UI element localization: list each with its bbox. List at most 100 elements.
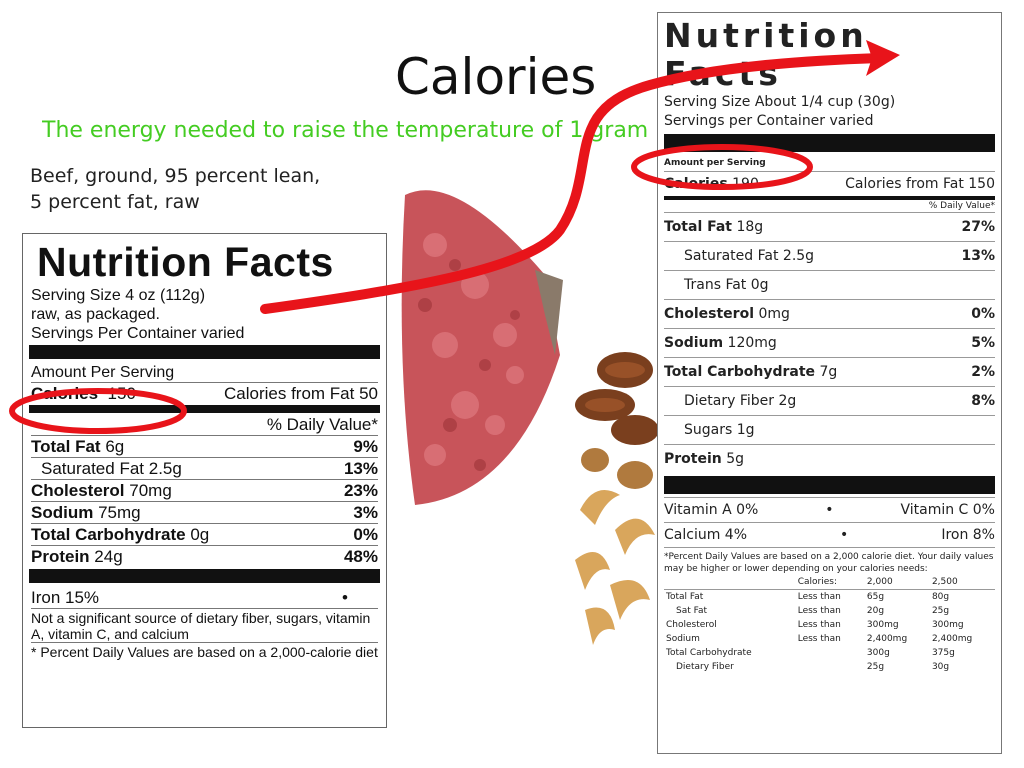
bullet: •	[342, 588, 348, 607]
nutrient-amount: 70mg	[129, 481, 172, 500]
table-row: Dietary Fiber 25g 30g	[664, 660, 995, 674]
nutrient-amount: 18g	[736, 219, 764, 235]
serving-size: Serving Size 4 oz (112g)	[31, 287, 206, 304]
table-header-cell: 2,500	[931, 577, 958, 587]
table-cell: Less than	[797, 606, 841, 616]
table-cell: 2,400mg	[931, 634, 973, 644]
table-cell	[796, 646, 865, 660]
serving-size: Serving Size About 1/4 cup (30g)	[664, 94, 896, 110]
divider-bar	[29, 569, 380, 583]
table-cell: 2,400mg	[866, 634, 908, 644]
amount-per-serving: Amount per Serving	[664, 158, 766, 168]
nutrient-amount: 2g	[778, 393, 797, 409]
food-caption-line2: 5 percent fat, raw	[30, 191, 200, 213]
table-cell: Less than	[797, 592, 841, 602]
table-cell: Sodium	[666, 634, 700, 644]
nutrient-amount: 2.5g	[148, 459, 182, 478]
nutrient-amount: 2.5g	[782, 248, 815, 264]
table-cell: Total Fat	[666, 592, 704, 602]
bullet: •	[825, 502, 834, 518]
table-cell: 25g	[931, 606, 950, 616]
calcium: Calcium 4%	[664, 527, 748, 543]
nutrient-dv: 8%	[971, 393, 995, 409]
table-cell: 30g	[931, 662, 950, 672]
nutrient-label: Total Carbohydrate	[664, 364, 816, 380]
nutrient-dv: 13%	[343, 459, 378, 478]
nutrient-label: Cholesterol	[31, 481, 125, 500]
nutrient-label: Cholesterol	[664, 306, 754, 322]
nutrient-label: Sugars	[684, 422, 733, 438]
divider-bar	[664, 476, 995, 494]
divider-bar	[29, 405, 380, 413]
footnote-daily-values: *Percent Daily Values are based on a 2,0…	[664, 547, 995, 575]
table-row: Total Fat Less than 65g 80g	[664, 590, 995, 605]
nutrient-label: Dietary Fiber	[684, 393, 775, 409]
nutrient-label: Saturated Fat	[41, 459, 145, 478]
table-cell: Less than	[797, 620, 841, 630]
vitamin-a: Vitamin A 0%	[664, 502, 759, 518]
nutrient-amount: 6g	[105, 437, 125, 456]
calories-from-fat: Calories from Fat 50	[224, 384, 378, 403]
nutrient-label: Protein	[664, 451, 722, 467]
table-cell: 65g	[866, 592, 885, 602]
calories-value: 150	[107, 384, 136, 403]
table-header-cell	[664, 575, 796, 590]
food-caption: Beef, ground, 95 percent lean, 5 percent…	[30, 163, 320, 215]
nutrition-facts-title: Nutrition Facts	[37, 239, 334, 285]
iron: Iron 8%	[941, 527, 995, 543]
table-row: Sodium Less than 2,400mg 2,400mg	[664, 632, 995, 646]
daily-value-header: % Daily Value*	[266, 415, 378, 434]
calories-from-fat: Calories from Fat 150	[845, 176, 995, 192]
bullet: •	[840, 527, 849, 543]
table-cell: Cholesterol	[666, 620, 717, 630]
table-header-cell: 2,000	[866, 577, 893, 587]
daily-value-header: % Daily Value*	[928, 201, 995, 211]
nutrition-label-beef: Nutrition Facts Serving Size 4 oz (112g)…	[22, 233, 387, 728]
mixed-nuts-photo	[575, 352, 659, 645]
nutrient-label: Sodium	[664, 335, 724, 351]
table-cell: Sat Fat	[676, 606, 708, 616]
footnote-nutrients: Not a significant source of dietary fibe…	[31, 608, 378, 642]
slide-subtitle: The energy needed to raise the temperatu…	[42, 118, 649, 143]
table-header-cell: Calories:	[797, 577, 837, 587]
nutrient-amount: 1g	[736, 422, 755, 438]
table-cell: Less than	[797, 634, 841, 644]
nutrient-amount: 75mg	[98, 503, 141, 522]
nutrient-amount: 7g	[819, 364, 838, 380]
nutrient-dv: 13%	[961, 248, 995, 264]
calories-value: 190	[732, 176, 759, 192]
table-cell: Dietary Fiber	[676, 662, 734, 672]
nutrient-dv: 0%	[971, 306, 995, 322]
nutrient-label: Protein	[31, 547, 90, 566]
nutrient-amount: 0g	[190, 525, 210, 544]
nutrient-label: Total Fat	[664, 219, 733, 235]
nutrient-dv: 27%	[961, 219, 995, 235]
table-cell: 25g	[866, 662, 885, 672]
nutrient-dv: 0%	[353, 525, 378, 544]
nutrient-amount: 0mg	[758, 306, 790, 322]
nutrient-label: Sodium	[31, 503, 94, 522]
table-cell: 300mg	[931, 620, 964, 630]
slide-title: Calories	[395, 48, 597, 106]
nutrient-label: Saturated Fat	[684, 248, 779, 264]
nutrient-dv: 48%	[343, 547, 378, 566]
ground-beef-photo	[401, 190, 563, 505]
table-row: Total Carbohydrate 300g 375g	[664, 646, 995, 660]
table-cell: 300g	[866, 648, 890, 658]
table-cell: 80g	[931, 592, 950, 602]
calories-label: Calories	[664, 176, 728, 192]
nutrient-dv: 2%	[971, 364, 995, 380]
nutrient-dv: 5%	[971, 335, 995, 351]
nutrient-label: Total Fat	[31, 437, 101, 456]
divider-bar	[664, 134, 995, 152]
nutrient-amount: 5g	[726, 451, 744, 467]
vitamin-c: Vitamin C 0%	[900, 502, 995, 518]
nutrient-label: Trans Fat	[684, 277, 747, 293]
table-cell: 300mg	[866, 620, 899, 630]
nutrient-amount: 24g	[94, 547, 123, 566]
nutrient-amount: 0g	[750, 277, 769, 293]
divider-bar	[29, 345, 380, 359]
amount-per-serving: Amount Per Serving	[31, 364, 175, 381]
servings-per-container: Servings Per Container varied	[31, 325, 245, 342]
table-cell: 375g	[931, 648, 955, 658]
